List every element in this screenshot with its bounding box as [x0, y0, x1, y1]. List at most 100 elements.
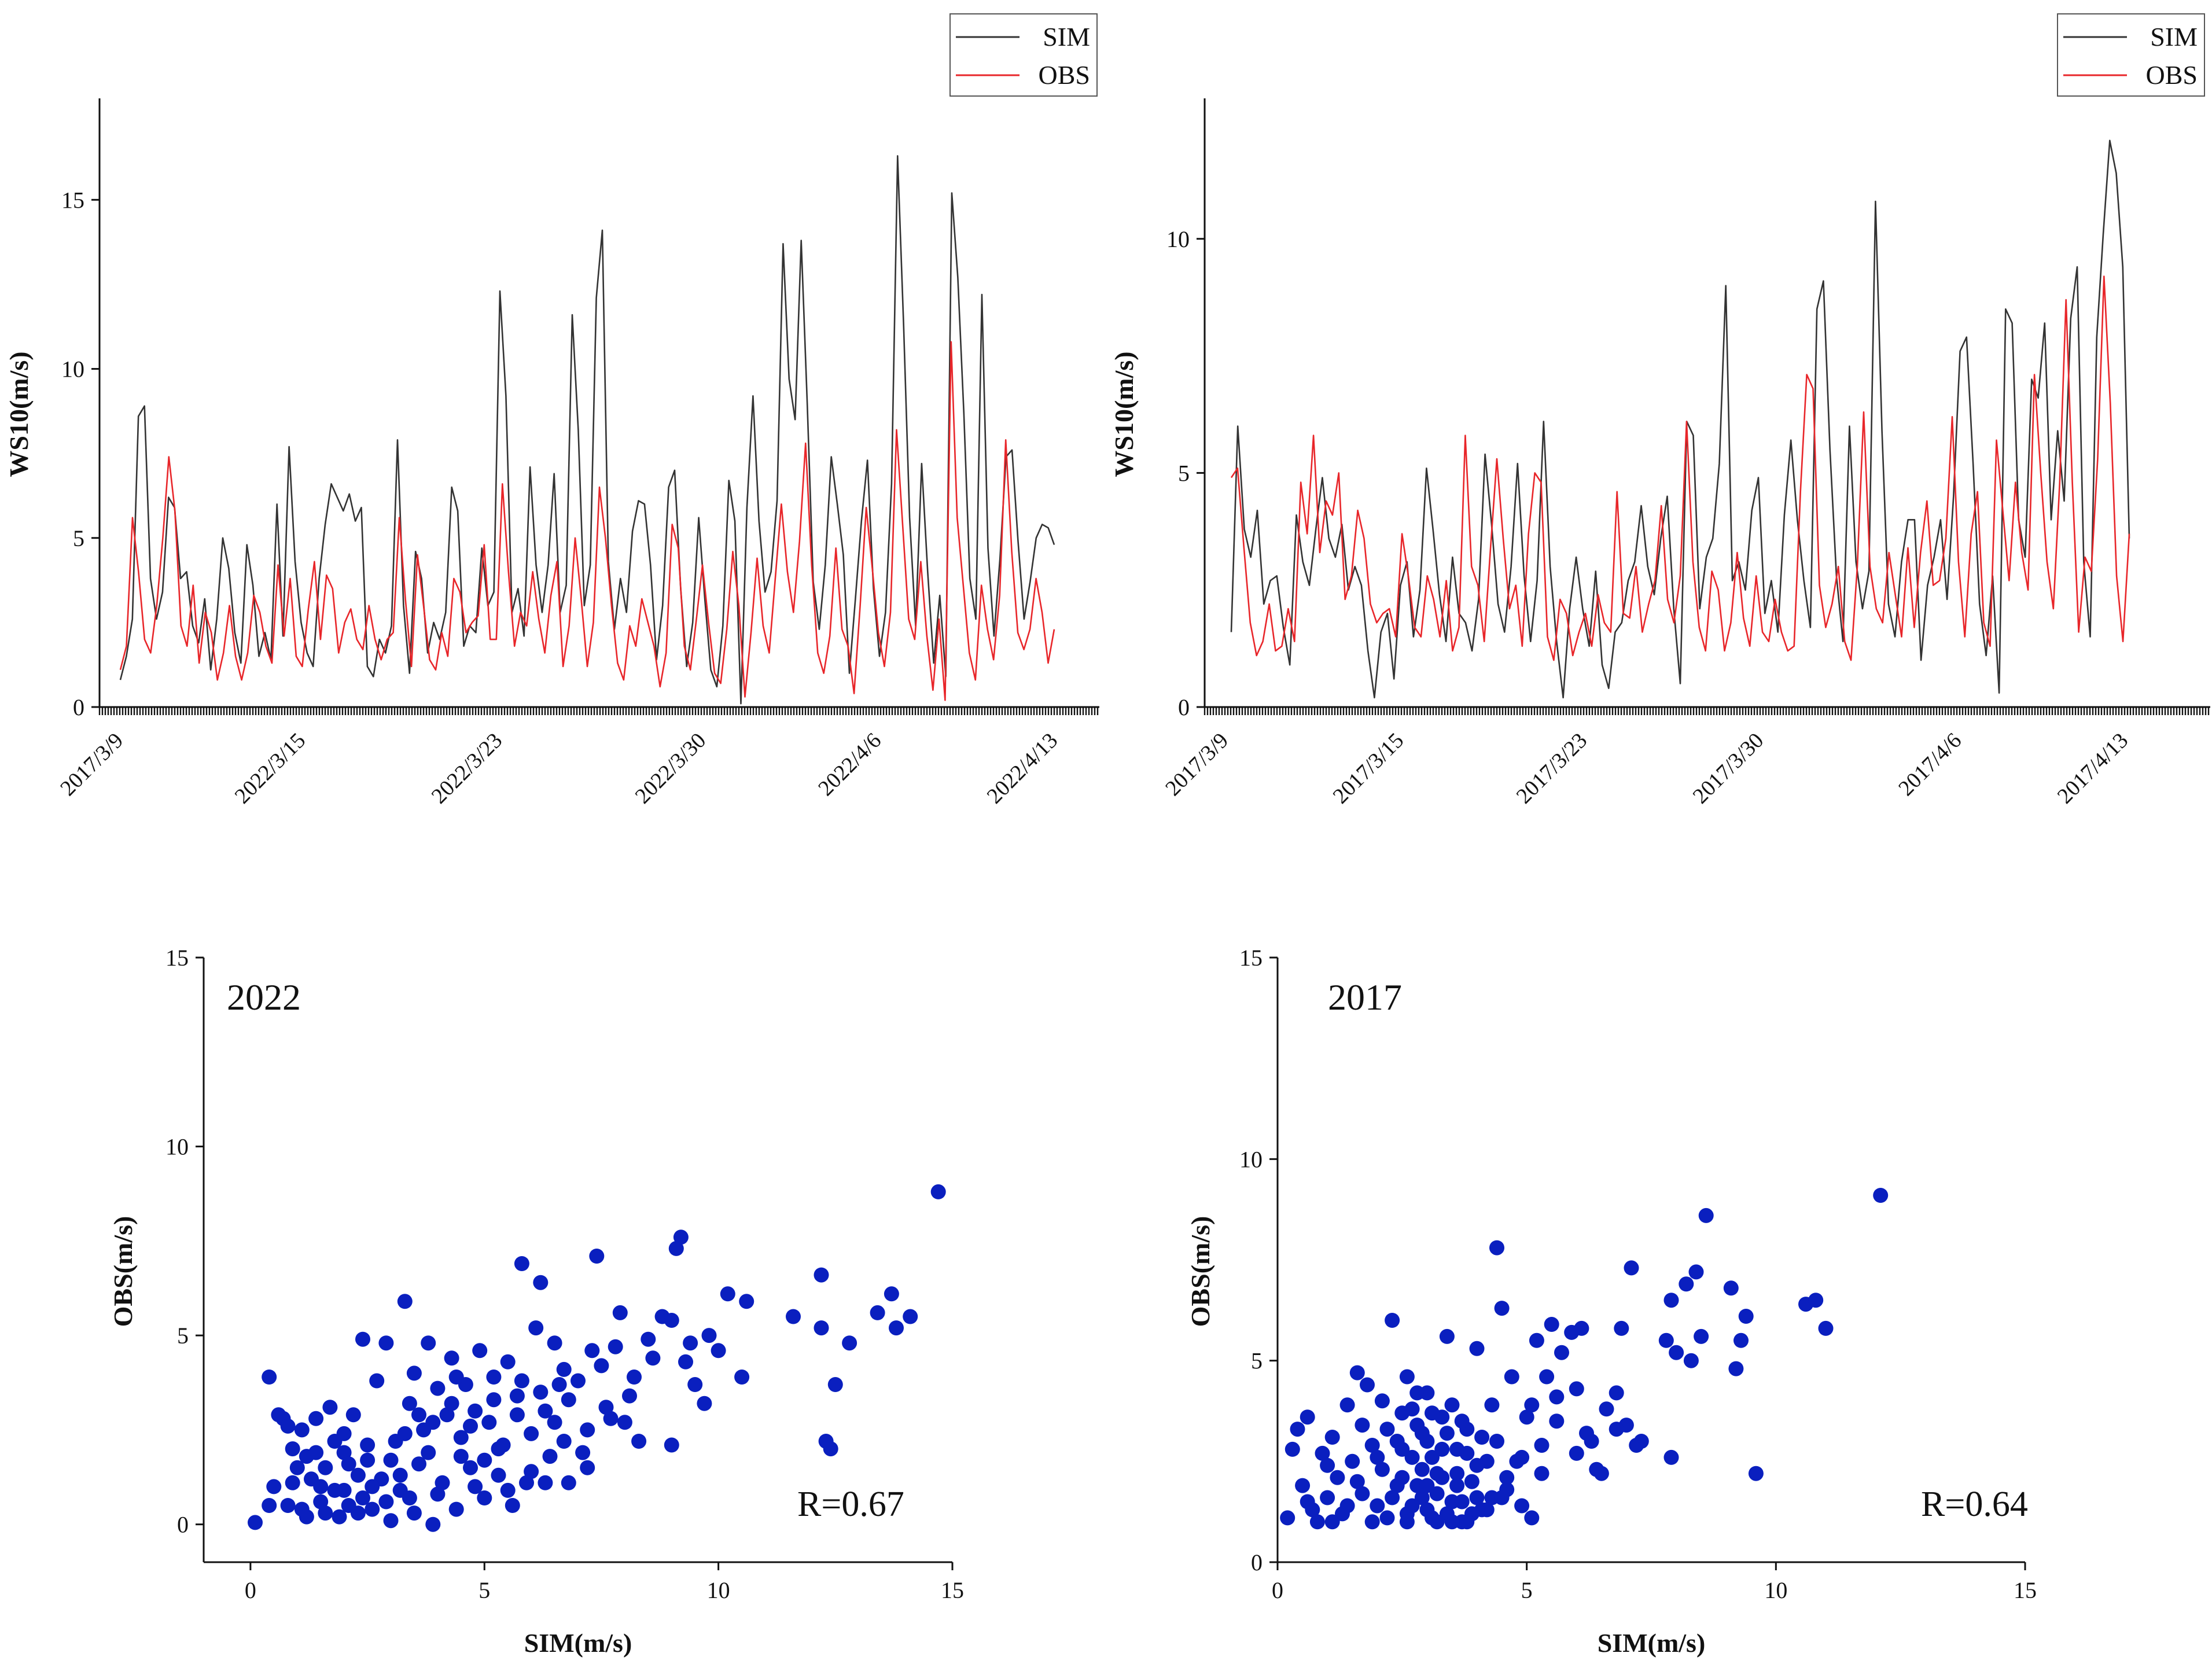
scatter-point [1360, 1377, 1375, 1393]
scatter-point [664, 1437, 679, 1453]
scatter-point [435, 1475, 450, 1490]
scatter-point [603, 1411, 619, 1426]
legend-label-sim: SIM [2150, 22, 2198, 51]
scatter-point [378, 1335, 394, 1351]
x-tick-label: 2017/3/9 [1161, 728, 1233, 801]
scatter-point [411, 1456, 426, 1472]
scatter-point [514, 1256, 529, 1271]
scatter-point [903, 1309, 918, 1324]
scatter-point [889, 1320, 904, 1336]
scatter-point [505, 1498, 520, 1513]
scatter-point [687, 1377, 703, 1392]
scatter-point [1320, 1490, 1335, 1505]
scatter-point [444, 1350, 459, 1366]
scatter-point [500, 1354, 516, 1370]
scatter-point [734, 1370, 750, 1385]
scatter-point [612, 1305, 628, 1320]
scatter-point [575, 1445, 591, 1460]
y-tick-label: 5 [177, 1323, 189, 1349]
scatter-point [1364, 1438, 1380, 1453]
scatter-point [1449, 1478, 1465, 1493]
scatter-point [1290, 1422, 1305, 1437]
scatter-point [486, 1370, 502, 1385]
scatter-point [1658, 1332, 1674, 1348]
scatter-point [1519, 1409, 1534, 1425]
scatter-point [584, 1343, 600, 1359]
scatter-point [1554, 1345, 1569, 1360]
scatter-point [561, 1475, 576, 1490]
scatter-point [472, 1343, 488, 1359]
scatter-point [1309, 1514, 1325, 1530]
scatter-point [280, 1418, 296, 1434]
scatter-point [397, 1426, 413, 1441]
scatter-point [308, 1411, 324, 1426]
scatter-point [500, 1482, 516, 1498]
scatter-point [1385, 1313, 1400, 1328]
scatter-point [1494, 1490, 1510, 1505]
scatter-point [664, 1313, 679, 1328]
x-tick-label: 2017/4/13 [2053, 728, 2133, 809]
scatter-point [533, 1385, 549, 1400]
scatter-point [1379, 1510, 1395, 1526]
scatter-point [1544, 1317, 1559, 1332]
scatter-point [1370, 1449, 1385, 1465]
scatter-point [383, 1452, 399, 1468]
scatter-point [341, 1498, 356, 1513]
scatter-point [683, 1335, 698, 1351]
x-tick-label: 2022/4/13 [982, 728, 1063, 809]
scatter-point [930, 1184, 946, 1199]
scatter-point [842, 1335, 857, 1351]
scatter-point [1355, 1418, 1370, 1433]
scatter-point [266, 1479, 282, 1494]
scatter-point [369, 1373, 385, 1389]
scatter-point [392, 1467, 408, 1483]
scatter-point [673, 1229, 689, 1245]
scatter-point [1399, 1369, 1415, 1385]
scatter-point [1574, 1320, 1589, 1336]
timeseries-chart-ts2022: 0 5 10 15 WS10(m/s) 2017/3/9 2022/3/15 2022/3/2… [4, 13, 1099, 809]
y-axis-title: OBS(m/s) [1186, 1216, 1215, 1327]
scatter-point [1489, 1434, 1504, 1449]
scatter-point [1569, 1381, 1584, 1397]
scatter-point [341, 1456, 356, 1472]
x-tick-label: 0 [1272, 1577, 1283, 1603]
scatter-point [1419, 1478, 1435, 1493]
scatter-point [463, 1460, 478, 1475]
scatter-point [1295, 1478, 1311, 1493]
scatter-point [1624, 1260, 1639, 1276]
scatter-point [248, 1515, 263, 1530]
scatter-point [594, 1358, 609, 1374]
legend-label-obs: OBS [1039, 60, 1090, 90]
scatter-point [336, 1426, 352, 1441]
scatter-point [421, 1335, 436, 1351]
scatter-point [641, 1331, 656, 1347]
scatter-point [1355, 1486, 1370, 1501]
scatter-point [1549, 1413, 1565, 1429]
scatter-point [378, 1494, 394, 1510]
scatter-point [1698, 1207, 1714, 1223]
scatter-point [1499, 1470, 1515, 1485]
scatter-point [561, 1392, 576, 1408]
y-tick-label: 0 [73, 694, 84, 720]
scatter-point [580, 1460, 595, 1475]
scatter-point [528, 1320, 544, 1336]
y-tick-label: 15 [165, 945, 189, 971]
scatter-point [313, 1494, 329, 1510]
scatter-chart-sc2017: 0 5 10 15 0 5 10 15 SIM(m/s) OBS(m/s) 2017 R=0.64 [1186, 945, 2037, 1658]
scatter-point [1444, 1397, 1460, 1413]
scatter-point [786, 1309, 801, 1324]
correlation-label: R=0.64 [1921, 1485, 2028, 1524]
scatter-point [1364, 1514, 1380, 1530]
scatter-point [1434, 1441, 1450, 1457]
scatter-point [1434, 1470, 1450, 1485]
scatter-point [262, 1370, 277, 1385]
scatter-point [631, 1434, 647, 1449]
scatter-point [1469, 1341, 1485, 1356]
scatter-point [1534, 1438, 1549, 1453]
series-line-sim [1230, 139, 2130, 699]
scatter-point [1414, 1461, 1430, 1477]
y-axis-title: WS10(m/s) [1109, 351, 1139, 477]
scatter-point [524, 1464, 539, 1479]
scatter-point [1694, 1328, 1709, 1344]
